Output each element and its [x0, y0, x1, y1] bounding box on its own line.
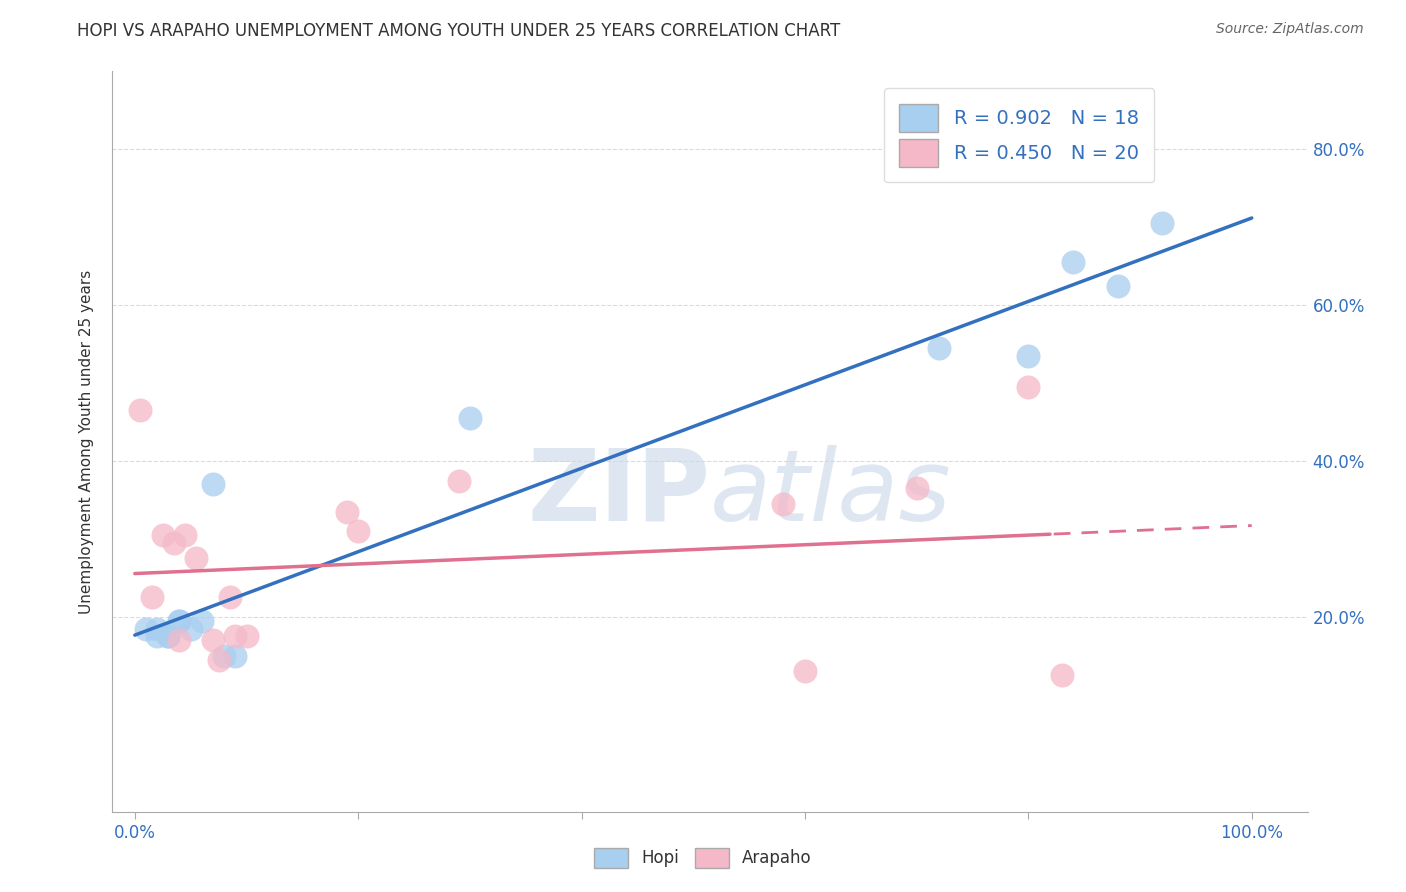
Point [163, 536, 186, 550]
Point [212, 648, 235, 663]
Point [347, 524, 370, 538]
Point [191, 614, 214, 628]
Point [180, 622, 202, 636]
Point [135, 622, 157, 636]
Point [447, 474, 470, 488]
Point [794, 665, 817, 679]
Point [169, 633, 191, 648]
Point [224, 648, 246, 663]
Text: atlas: atlas [710, 445, 952, 541]
Point [141, 591, 163, 605]
Point [169, 614, 191, 628]
Point [1107, 278, 1129, 293]
Point [928, 341, 950, 355]
Point [1152, 216, 1174, 230]
Point [174, 528, 197, 542]
Point [1017, 349, 1039, 363]
Point [146, 622, 169, 636]
Point [201, 477, 224, 491]
Point [201, 633, 224, 648]
Legend: Hopi, Arapaho: Hopi, Arapaho [588, 841, 818, 875]
Text: HOPI VS ARAPAHO UNEMPLOYMENT AMONG YOUTH UNDER 25 YEARS CORRELATION CHART: HOPI VS ARAPAHO UNEMPLOYMENT AMONG YOUTH… [77, 22, 841, 40]
Point [1062, 255, 1084, 269]
Point [905, 481, 928, 495]
Y-axis label: Unemployment Among Youth under 25 years: Unemployment Among Youth under 25 years [79, 269, 94, 614]
Legend: R = 0.902   N = 18, R = 0.450   N = 20: R = 0.902 N = 18, R = 0.450 N = 20 [884, 88, 1154, 182]
Point [224, 629, 246, 643]
Point [207, 653, 229, 667]
Point [235, 629, 257, 643]
Point [1050, 668, 1073, 682]
Point [146, 629, 169, 643]
Point [169, 614, 191, 628]
Text: ZIP: ZIP [527, 445, 710, 541]
Point [157, 629, 180, 643]
Point [157, 629, 180, 643]
Point [129, 403, 152, 417]
Point [152, 528, 174, 542]
Point [186, 551, 208, 566]
Point [336, 505, 359, 519]
Text: Source: ZipAtlas.com: Source: ZipAtlas.com [1216, 22, 1364, 37]
Point [772, 497, 794, 511]
Point [1017, 380, 1039, 394]
Point [218, 591, 240, 605]
Point [458, 411, 481, 425]
